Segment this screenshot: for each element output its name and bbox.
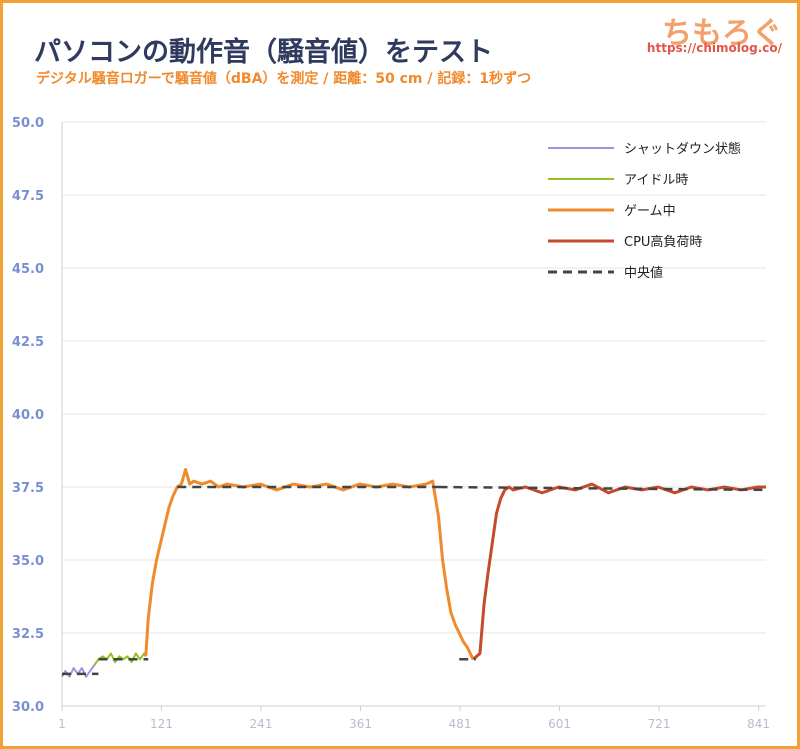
x-tick-label: 601 xyxy=(548,717,571,731)
legend-label: シャットダウン状態 xyxy=(624,141,741,157)
x-tick-label: 481 xyxy=(449,717,472,731)
brand-logo: ちもろぐ xyxy=(662,16,782,51)
x-tick-label: 841 xyxy=(747,717,770,731)
y-tick-label: 30.0 xyxy=(12,700,44,715)
series-1-line xyxy=(93,652,147,666)
y-tick-label: 45.0 xyxy=(12,262,44,277)
median-line-segment xyxy=(438,485,767,492)
chart-title: パソコンの動作音（騒音値）をテスト xyxy=(34,37,493,68)
x-tick-label: 241 xyxy=(250,717,273,731)
chart-subtitle: デジタル騒音ロガーで騒音値（dBA）を測定 / 距離：50 cm / 記録：1秒… xyxy=(36,71,532,87)
y-tick-label: 32.5 xyxy=(12,627,44,642)
y-tick-label: 47.5 xyxy=(12,189,44,204)
legend-label: ゲーム中 xyxy=(624,204,676,219)
x-tick-label: 1 xyxy=(58,717,66,731)
x-tick-label: 361 xyxy=(349,717,372,731)
y-tick-label: 40.0 xyxy=(12,408,44,423)
legend-label: CPU高負荷時 xyxy=(624,234,702,250)
legend-label: アイドル時 xyxy=(624,173,688,188)
y-tick-label: 37.5 xyxy=(12,481,44,496)
legend-label: 中央値 xyxy=(624,265,663,281)
x-tick-label: 721 xyxy=(648,717,671,731)
brand-url: https://chimolog.co/ xyxy=(646,41,782,55)
y-tick-label: 35.0 xyxy=(12,554,44,569)
x-tick-label: 121 xyxy=(150,717,173,731)
series-2-line xyxy=(144,467,475,661)
y-tick-label: 42.5 xyxy=(12,335,44,350)
y-tick-label: 50.0 xyxy=(12,116,44,131)
